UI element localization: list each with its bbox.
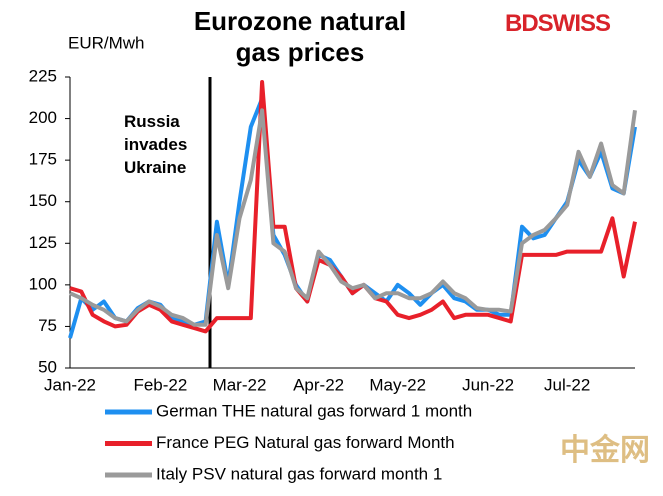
series-line [69,108,637,327]
x-tick-label: Mar-22 [213,375,267,394]
y-tick-label: 50 [38,357,57,376]
y-tick-label: 200 [29,108,57,127]
annotation: Russia invades Ukraine [124,112,188,177]
x-tick-label: May-22 [369,375,426,394]
y-tick-label: 175 [29,150,57,169]
legend-label: German THE natural gas forward 1 month [156,401,472,420]
y-tick-label: 225 [29,66,57,85]
y-axis-label: EUR/Mwh [68,33,145,52]
x-tick-label: Jan-22 [44,375,96,394]
legend-label: France PEG Natural gas forward Month [156,433,455,452]
y-tick-label: 150 [29,191,57,210]
y-tick-label: 75 [38,316,57,335]
x-tick-label: Feb-22 [133,375,187,394]
y-tick-label: 125 [29,233,57,252]
chart-title: Eurozone natural gas prices [193,6,407,67]
x-tick-label: Jul-22 [544,375,590,394]
series-line [69,80,637,334]
y-tick-label: 100 [29,274,57,293]
watermark: 中金网 [560,434,650,467]
x-tick-label: Apr-22 [293,375,344,394]
x-tick-label: Jun-22 [462,375,514,394]
logo: BDSWISS [505,10,611,37]
legend-label: Italy PSV natural gas forward month 1 [156,464,442,483]
